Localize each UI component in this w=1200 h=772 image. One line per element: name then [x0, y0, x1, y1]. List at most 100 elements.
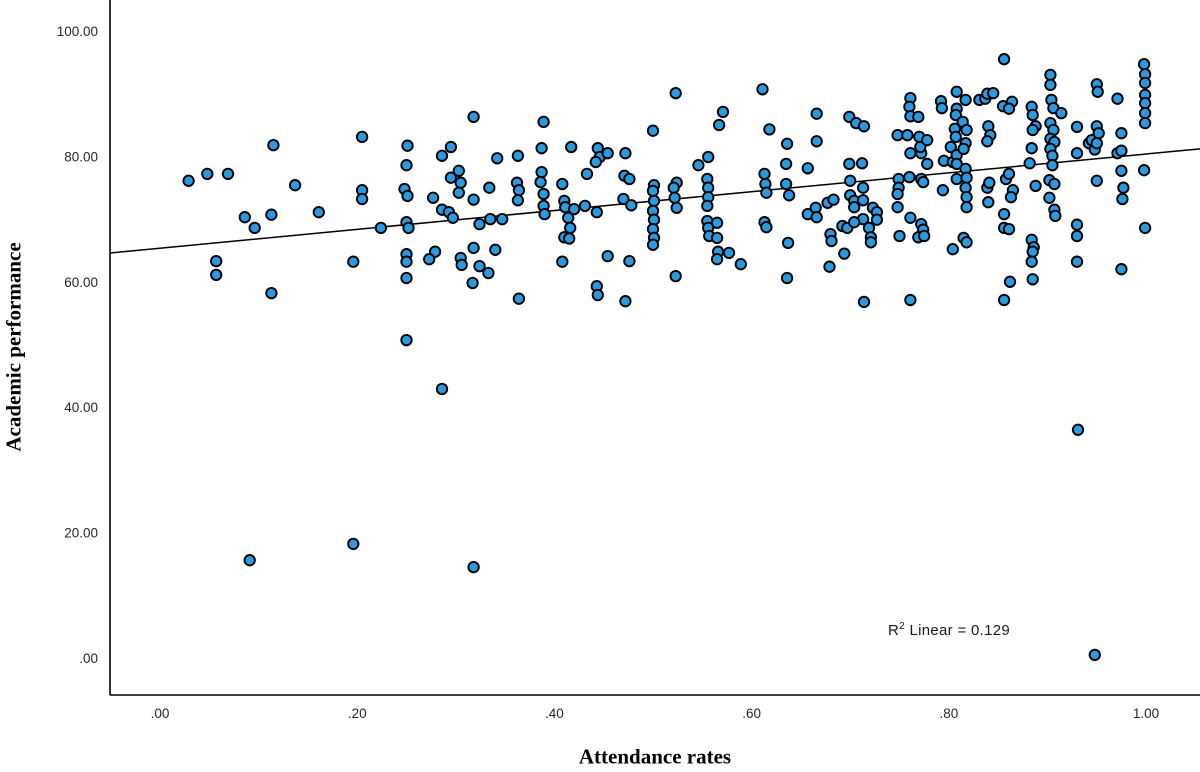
data-point [512, 184, 526, 197]
data-point [997, 293, 1011, 307]
data-point [511, 149, 525, 162]
y-tick-label: 60.00 [64, 275, 98, 290]
data-point [944, 140, 957, 154]
data-point [843, 157, 856, 171]
data-point [265, 208, 278, 221]
data-point [563, 232, 576, 245]
data-point [374, 221, 388, 235]
x-tick-label: .40 [545, 706, 564, 721]
data-point [901, 128, 914, 142]
y-axis-title: Academic performance [1, 242, 26, 452]
y-tick-label: 40.00 [64, 400, 98, 415]
data-point [1090, 137, 1103, 150]
data-point [1138, 116, 1152, 130]
data-point [564, 221, 577, 235]
data-point [1117, 181, 1130, 194]
data-point [355, 130, 369, 144]
data-point [617, 192, 630, 206]
data-point [716, 105, 730, 119]
data-point [538, 207, 551, 221]
data-point [936, 184, 950, 197]
data-point [401, 189, 414, 203]
data-point [288, 179, 302, 192]
r-squared-text: Linear = 0.129 [905, 622, 1011, 639]
data-point [454, 176, 467, 189]
y-tick-label: 80.00 [64, 149, 98, 164]
data-point [646, 184, 660, 198]
data-point [511, 194, 525, 207]
data-point [401, 139, 414, 152]
data-point [1071, 423, 1085, 436]
data-point [1070, 120, 1084, 134]
data-point [838, 247, 851, 260]
data-point [535, 165, 548, 179]
data-point [1046, 159, 1059, 172]
data-point [535, 142, 548, 155]
data-point [312, 206, 325, 219]
data-point [857, 120, 871, 133]
data-point [1002, 102, 1016, 115]
x-tick-label: .00 [151, 706, 170, 721]
x-tick-label: .60 [742, 706, 761, 721]
data-point [537, 115, 550, 129]
data-point [1002, 167, 1016, 181]
data-point [601, 147, 614, 160]
data-point [489, 243, 502, 256]
data-point [669, 269, 682, 283]
data-point [712, 118, 726, 132]
data-point [758, 167, 771, 181]
data-point [960, 236, 973, 249]
data-point [1026, 245, 1039, 258]
data-point [623, 254, 636, 268]
data-point [580, 167, 594, 181]
data-point [1055, 106, 1068, 120]
data-point [578, 199, 592, 213]
data-point [466, 276, 479, 290]
data-point [997, 53, 1011, 66]
data-point [482, 266, 495, 280]
data-point [1070, 229, 1084, 243]
data-point [347, 537, 360, 551]
data-point [997, 207, 1011, 221]
data-point [1070, 255, 1084, 268]
y-tick-label: 20.00 [64, 526, 98, 541]
data-point [467, 560, 480, 574]
data-point [243, 554, 256, 567]
data-point [950, 157, 963, 171]
data-point [267, 138, 280, 152]
data-point [400, 255, 413, 268]
data-point [891, 201, 904, 214]
data-point [347, 255, 360, 268]
data-point [918, 229, 931, 243]
y-tick-label: 100.00 [57, 24, 98, 39]
data-point [702, 150, 715, 164]
data-point [210, 268, 223, 282]
data-point [567, 202, 581, 216]
data-point [534, 175, 547, 189]
data-point [444, 140, 458, 154]
data-point [710, 231, 724, 245]
data-point [734, 258, 747, 271]
data-point [1026, 108, 1039, 122]
data-point [760, 221, 773, 234]
data-point [950, 85, 963, 98]
data-point [467, 241, 480, 255]
data-point [556, 177, 569, 191]
data-point [710, 216, 724, 229]
data-point [590, 206, 603, 219]
data-point [692, 159, 705, 172]
data-point [904, 147, 917, 160]
data-point [1025, 142, 1038, 155]
data-point [810, 211, 823, 224]
data-point [1026, 123, 1039, 137]
data-point [1115, 127, 1128, 140]
data-point [893, 229, 906, 243]
data-point [779, 157, 793, 171]
data-point [780, 271, 794, 285]
y-tick-label: .00 [79, 651, 98, 666]
data-point [935, 101, 949, 115]
data-point [921, 157, 934, 171]
data-point [435, 382, 449, 396]
data-point [455, 258, 468, 272]
